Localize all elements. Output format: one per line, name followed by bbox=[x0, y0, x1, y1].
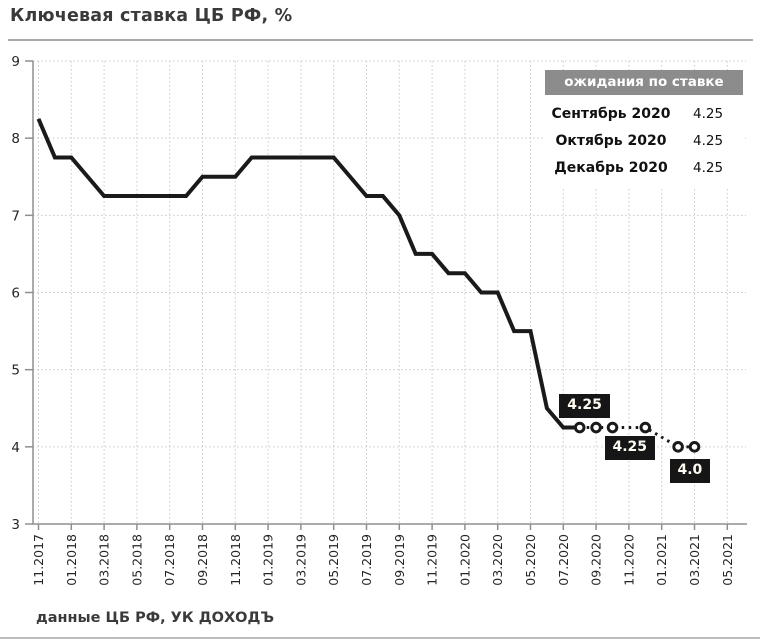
chart-title: Ключевая ставка ЦБ РФ, % bbox=[10, 6, 293, 26]
x-tick-label: 11.2018 bbox=[228, 534, 243, 586]
legend-row-label: Октябрь 2020 bbox=[555, 132, 667, 149]
x-tick-label: 01.2020 bbox=[457, 534, 472, 586]
x-tick-label: 03.2019 bbox=[293, 534, 308, 586]
data-source-note: данные ЦБ РФ, УК ДОХОДЪ bbox=[36, 610, 275, 626]
legend-row-value: 4.25 bbox=[693, 105, 724, 122]
x-tick-label: 09.2020 bbox=[589, 534, 604, 586]
legend-body: Сентябрь 2020 4.25 Октябрь 2020 4.25 Дек… bbox=[545, 95, 743, 189]
legend-row-label: Сентябрь 2020 bbox=[551, 105, 671, 122]
x-tick-label: 03.2020 bbox=[490, 534, 505, 586]
x-tick-label: 11.2020 bbox=[621, 534, 636, 586]
bottom-divider bbox=[0, 637, 760, 639]
expectations-legend: ожидания по ставке Сентябрь 2020 4.25 Ок… bbox=[545, 70, 743, 189]
point-label: 4.25 bbox=[604, 435, 656, 461]
legend-row: Декабрь 2020 4.25 bbox=[545, 154, 743, 181]
title-divider bbox=[8, 39, 753, 41]
x-tick-label: 09.2018 bbox=[195, 534, 210, 586]
x-tick-label: 11.2017 bbox=[31, 534, 46, 586]
y-tick-label: 8 bbox=[11, 131, 20, 147]
expectation-marker bbox=[573, 421, 586, 434]
expectation-marker bbox=[639, 421, 652, 434]
expectation-marker bbox=[590, 421, 602, 434]
y-tick-label: 7 bbox=[11, 208, 20, 224]
y-tick-label: 5 bbox=[11, 363, 20, 379]
x-tick-label: 03.2018 bbox=[97, 534, 112, 586]
point-label: 4.25 bbox=[559, 393, 610, 419]
x-tick-label: 05.2018 bbox=[129, 534, 144, 586]
y-tick-label: 9 bbox=[11, 54, 20, 70]
expectation-marker bbox=[606, 421, 619, 434]
x-tick-label: 05.2020 bbox=[523, 534, 538, 586]
x-tick-label: 01.2019 bbox=[261, 534, 276, 586]
legend-row: Сентябрь 2020 4.25 bbox=[545, 100, 743, 127]
y-tick-label: 4 bbox=[11, 440, 20, 456]
x-tick-label: 01.2021 bbox=[654, 534, 669, 586]
expectation-marker bbox=[672, 441, 684, 453]
x-tick-label: 07.2020 bbox=[556, 534, 571, 586]
x-tick-label: 09.2019 bbox=[392, 534, 407, 586]
y-tick-label: 6 bbox=[11, 286, 20, 302]
legend-row-value: 4.25 bbox=[693, 132, 724, 149]
x-tick-label: 07.2018 bbox=[162, 534, 177, 586]
legend-row-label: Декабрь 2020 bbox=[554, 159, 668, 176]
legend-row-value: 4.25 bbox=[693, 159, 724, 176]
x-tick-label: 11.2019 bbox=[425, 534, 440, 586]
legend-header: ожидания по ставке bbox=[545, 70, 743, 95]
y-tick-label: 3 bbox=[11, 517, 20, 533]
x-tick-label: 07.2019 bbox=[359, 534, 374, 586]
expectation-marker bbox=[688, 441, 701, 453]
x-tick-label: 01.2018 bbox=[64, 534, 79, 586]
x-tick-label: 03.2021 bbox=[687, 534, 702, 586]
x-tick-label: 05.2019 bbox=[326, 534, 341, 586]
legend-row: Октябрь 2020 4.25 bbox=[545, 127, 743, 154]
point-label: 4.0 bbox=[669, 458, 711, 484]
actual-rate-line bbox=[36, 118, 580, 430]
x-tick-label: 05.2021 bbox=[720, 534, 735, 586]
